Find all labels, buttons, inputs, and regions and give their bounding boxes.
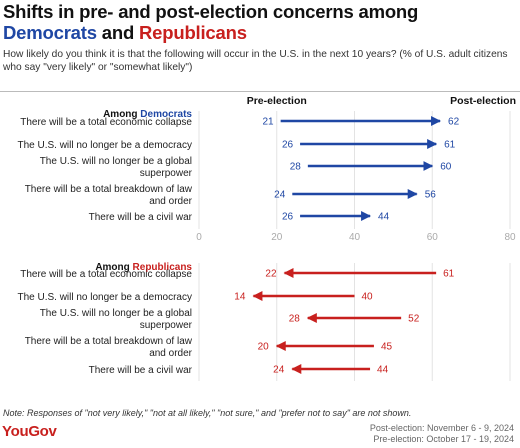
pre-value-label: 61 [443,269,455,280]
post-value-label: 22 [265,269,277,280]
row-label: There will be a civil war [89,212,193,223]
pre-value-label: 45 [381,342,393,353]
row-label: There will be a civil war [89,365,193,376]
x-tick-label: 20 [271,232,283,243]
group-prefix: Among [95,262,132,273]
group-header: Among Democrats [103,109,192,120]
group-name: Democrats [140,109,192,120]
post-value-label: 28 [289,314,301,325]
chart-title: Shifts in pre- and post-election concern… [3,1,515,43]
x-tick-label: 80 [504,232,516,243]
row-label: There will be a total breakdown of law [25,336,193,347]
group-name: Republicans [133,262,193,273]
row-label: and order [149,196,192,207]
post-value-label: 20 [258,342,270,353]
survey-dates: Post-election: November 6 - 9, 2024 Pre-… [370,423,514,445]
row-label: There will be a total economic collapse [20,269,192,280]
post-value-label: 61 [444,140,456,151]
title-and: and [96,22,139,43]
pre-election-dates: Pre-election: October 17 - 19, 2024 [373,434,514,444]
pre-value-label: 44 [377,365,389,376]
x-tick-label: 60 [427,232,439,243]
title-democrats: Democrats [3,22,97,43]
row-label: superpower [140,168,193,179]
group-prefix: Among [103,109,140,120]
title-line1: Shifts in pre- and post-election concern… [3,1,419,22]
post-value-label: 44 [378,212,390,223]
row-label: The U.S. will no longer be a democracy [17,292,192,303]
footnote: Note: Responses of "not very likely," "n… [3,408,412,418]
group-header: Among Republicans [95,262,192,273]
post-value-label: 14 [234,292,246,303]
pre-value-label: 26 [282,140,294,151]
row-label: The U.S. will no longer be a democracy [17,140,192,151]
pre-value-label: 24 [274,190,286,201]
chart-subtitle: How likely do you think it is that the f… [3,49,508,73]
title-republicans: Republicans [139,22,247,43]
x-tick-label: 40 [349,232,361,243]
row-label: superpower [140,320,193,331]
post-value-label: 62 [448,117,460,128]
header-post-election: Post-election [450,95,516,107]
pre-value-label: 26 [282,212,294,223]
header-pre-election: Pre-election [247,95,307,107]
post-value-label: 60 [440,162,452,173]
x-tick-label: 0 [196,232,202,243]
pre-value-label: 40 [362,292,374,303]
row-label: There will be a total economic collapse [20,117,192,128]
post-value-label: 24 [273,365,285,376]
post-election-dates: Post-election: November 6 - 9, 2024 [369,423,514,433]
row-label: and order [149,348,192,359]
pre-value-label: 52 [408,314,420,325]
row-label: There will be a total breakdown of law [25,184,193,195]
yougov-logo: YouGov [2,423,57,440]
header-divider [0,91,520,92]
post-value-label: 56 [425,190,437,201]
row-label: The U.S. will no longer be a global [40,308,192,319]
pre-value-label: 28 [290,162,302,173]
pre-value-label: 21 [263,117,275,128]
row-label: The U.S. will no longer be a global [40,156,192,167]
